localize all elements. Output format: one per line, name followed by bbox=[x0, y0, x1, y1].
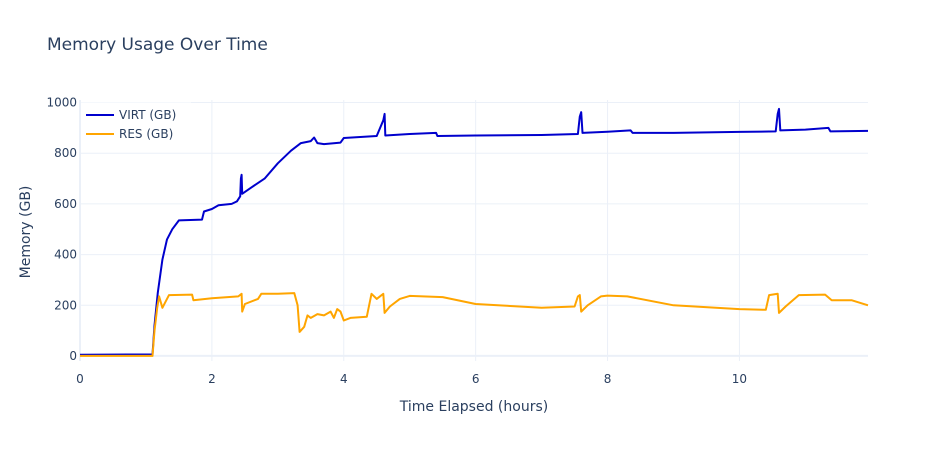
y-tick-label: 1000 bbox=[46, 96, 77, 110]
x-tick-label: 6 bbox=[472, 372, 480, 386]
series-line-virt bbox=[79, 107, 869, 356]
x-axis-title: Time Elapsed (hours) bbox=[399, 399, 548, 415]
legend: VIRT (GB) RES (GB) bbox=[81, 102, 191, 144]
series-line-res bbox=[80, 292, 869, 357]
legend-label-res: RES (GB) bbox=[119, 127, 173, 141]
tick-labels: 0 2 4 6 8 10 0 200 400 600 800 1000 bbox=[46, 96, 747, 386]
x-tick-label: 10 bbox=[732, 372, 747, 386]
gridlines bbox=[79, 100, 868, 361]
legend-background bbox=[81, 102, 191, 144]
plot-area bbox=[79, 107, 869, 357]
x-tick-label: 0 bbox=[76, 372, 84, 386]
x-tick-label: 4 bbox=[340, 372, 348, 386]
x-tick-label: 2 bbox=[208, 372, 216, 386]
y-axis-title: Memory (GB) bbox=[18, 186, 34, 279]
y-tick-label: 200 bbox=[54, 298, 77, 312]
legend-label-virt: VIRT (GB) bbox=[119, 108, 176, 122]
y-tick-label: 400 bbox=[54, 248, 77, 262]
chart-title: Memory Usage Over Time bbox=[47, 35, 268, 55]
y-tick-label: 0 bbox=[69, 349, 77, 363]
y-tick-label: 600 bbox=[54, 197, 77, 211]
y-tick-label: 800 bbox=[54, 146, 77, 160]
x-tick-label: 8 bbox=[604, 372, 612, 386]
